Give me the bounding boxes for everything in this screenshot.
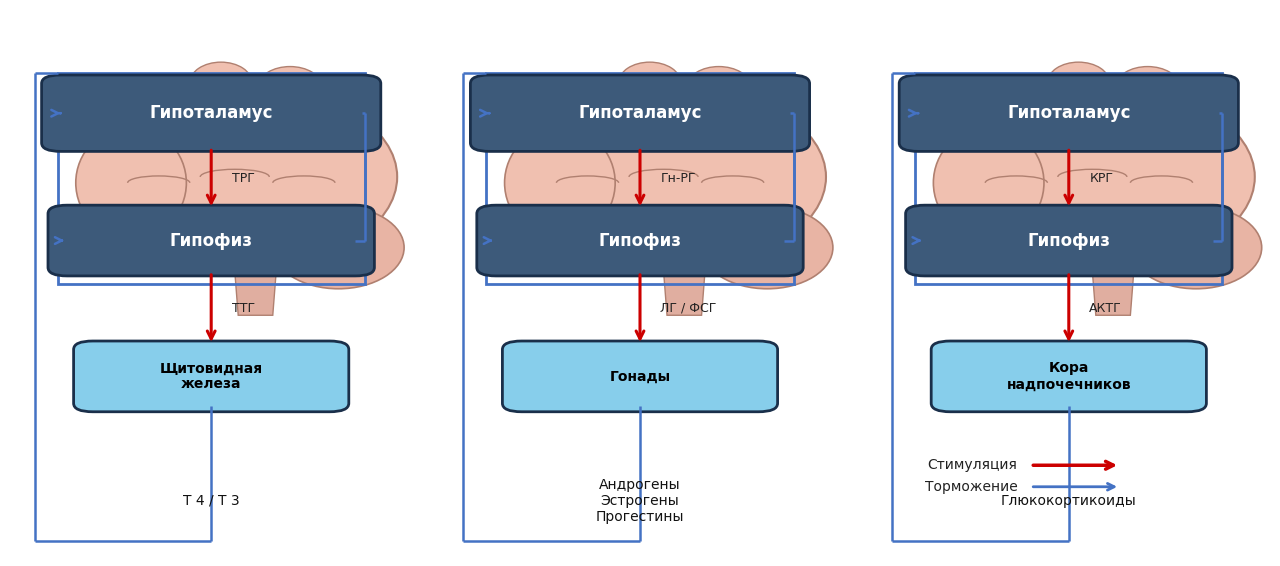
Text: Щитовидная
железа: Щитовидная железа [160,361,262,392]
FancyBboxPatch shape [42,75,381,151]
Text: Гипоталамус: Гипоталамус [1007,104,1130,122]
Text: Гн-РГ: Гн-РГ [660,172,696,185]
Text: Гипофиз: Гипофиз [1028,231,1110,250]
Ellipse shape [522,85,826,268]
FancyBboxPatch shape [932,341,1206,412]
FancyBboxPatch shape [471,75,810,151]
Ellipse shape [618,62,681,104]
Ellipse shape [189,62,252,104]
Text: ТТГ: ТТГ [232,302,255,315]
Text: Гонады: Гонады [609,370,671,383]
Polygon shape [1092,271,1134,315]
Ellipse shape [1183,83,1238,118]
Ellipse shape [76,127,187,239]
Text: Гипоталамус: Гипоталамус [150,104,273,122]
Ellipse shape [1047,62,1110,104]
FancyBboxPatch shape [502,341,777,412]
Text: Гипофиз: Гипофиз [599,231,681,250]
Ellipse shape [504,127,616,239]
Ellipse shape [951,85,1254,268]
Text: Т 4 / Т 3: Т 4 / Т 3 [183,494,239,508]
Polygon shape [663,271,705,315]
Text: ЛГ / ФСГ: ЛГ / ФСГ [660,302,717,315]
Text: Гипоталамус: Гипоталамус [579,104,701,122]
FancyBboxPatch shape [477,205,804,276]
Text: Стимуляция: Стимуляция [928,458,1018,472]
Ellipse shape [325,83,380,118]
Text: Андрогены
Эстрогены
Прогестины: Андрогены Эстрогены Прогестины [595,478,685,524]
Text: Торможение: Торможение [925,480,1018,494]
Ellipse shape [549,74,612,115]
Text: Гипофиз: Гипофиз [170,231,252,250]
Ellipse shape [933,127,1044,239]
Text: ТРГ: ТРГ [232,172,255,185]
Text: АКТГ: АКТГ [1089,302,1123,315]
FancyBboxPatch shape [900,75,1239,151]
FancyBboxPatch shape [49,205,374,276]
Ellipse shape [701,207,833,289]
Polygon shape [234,271,276,315]
Ellipse shape [273,207,404,289]
Ellipse shape [120,74,183,115]
Ellipse shape [687,67,750,105]
Ellipse shape [978,74,1041,115]
Ellipse shape [93,85,397,268]
Ellipse shape [754,83,809,118]
Ellipse shape [259,67,321,105]
Text: Кора
надпочечников: Кора надпочечников [1006,361,1132,392]
FancyBboxPatch shape [906,205,1231,276]
Text: КРГ: КРГ [1089,172,1114,185]
Text: Глюкокортикоиды: Глюкокортикоиды [1001,494,1137,508]
Ellipse shape [1130,207,1262,289]
Ellipse shape [1116,67,1179,105]
FancyBboxPatch shape [74,341,348,412]
